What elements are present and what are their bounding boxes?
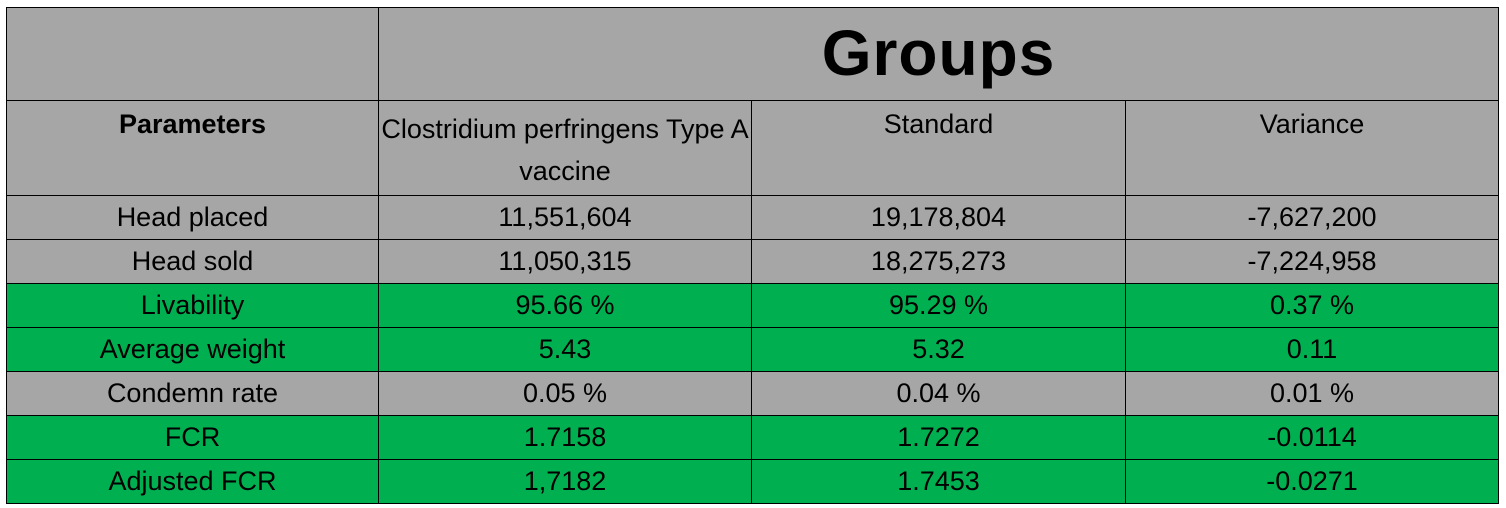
empty-corner-cell [6,7,379,101]
vaccine-cell: 1.7158 [378,415,752,460]
table-row-adjusted-fcr: Adjusted FCR 1,7182 1.7453 -0.0271 [6,459,1499,504]
variance-cell: -0.0271 [1125,459,1499,504]
variance-cell: -7,224,958 [1125,239,1499,284]
vaccine-cell: 0.05 % [378,371,752,416]
variance-cell: -7,627,200 [1125,195,1499,240]
parameter-cell: Livability [6,283,379,328]
title-row: Groups [6,7,1499,101]
table-row-head-sold: Head sold 11,050,315 18,275,273 -7,224,9… [6,239,1499,284]
table-row-fcr: FCR 1.7158 1.7272 -0.0114 [6,415,1499,460]
standard-cell: 18,275,273 [751,239,1126,284]
vaccine-header: Clostridium perfringens Type A vaccine [378,100,752,196]
standard-header: Standard [751,100,1126,196]
variance-cell: 0.37 % [1125,283,1499,328]
variance-cell: 0.01 % [1125,371,1499,416]
table-row-head-placed: Head placed 11,551,604 19,178,804 -7,627… [6,195,1499,240]
vaccine-cell: 1,7182 [378,459,752,504]
standard-cell: 95.29 % [751,283,1126,328]
variance-cell: 0.11 [1125,327,1499,372]
standard-cell: 1.7453 [751,459,1126,504]
variance-header: Variance [1125,100,1499,196]
table-row-livability: Livability 95.66 % 95.29 % 0.37 % [6,283,1499,328]
variance-cell: -0.0114 [1125,415,1499,460]
table-row-condemn-rate: Condemn rate 0.05 % 0.04 % 0.01 % [6,371,1499,416]
parameter-cell: Head sold [6,239,379,284]
parameter-cell: Average weight [6,327,379,372]
vaccine-cell: 11,551,604 [378,195,752,240]
vaccine-cell: 95.66 % [378,283,752,328]
standard-cell: 5.32 [751,327,1126,372]
standard-cell: 0.04 % [751,371,1126,416]
results-table-container: Groups Parameters Clostridium perfringen… [6,7,1499,504]
parameter-cell: Adjusted FCR [6,459,379,504]
parameter-cell: Head placed [6,195,379,240]
parameter-cell: FCR [6,415,379,460]
parameter-cell: Condemn rate [6,371,379,416]
groups-title: Groups [378,7,1499,101]
parameters-header: Parameters [6,100,379,196]
vaccine-cell: 11,050,315 [378,239,752,284]
standard-cell: 1.7272 [751,415,1126,460]
results-table: Groups Parameters Clostridium perfringen… [6,7,1499,504]
table-row-average-weight: Average weight 5.43 5.32 0.11 [6,327,1499,372]
standard-cell: 19,178,804 [751,195,1126,240]
vaccine-cell: 5.43 [378,327,752,372]
header-row: Parameters Clostridium perfringens Type … [6,100,1499,196]
